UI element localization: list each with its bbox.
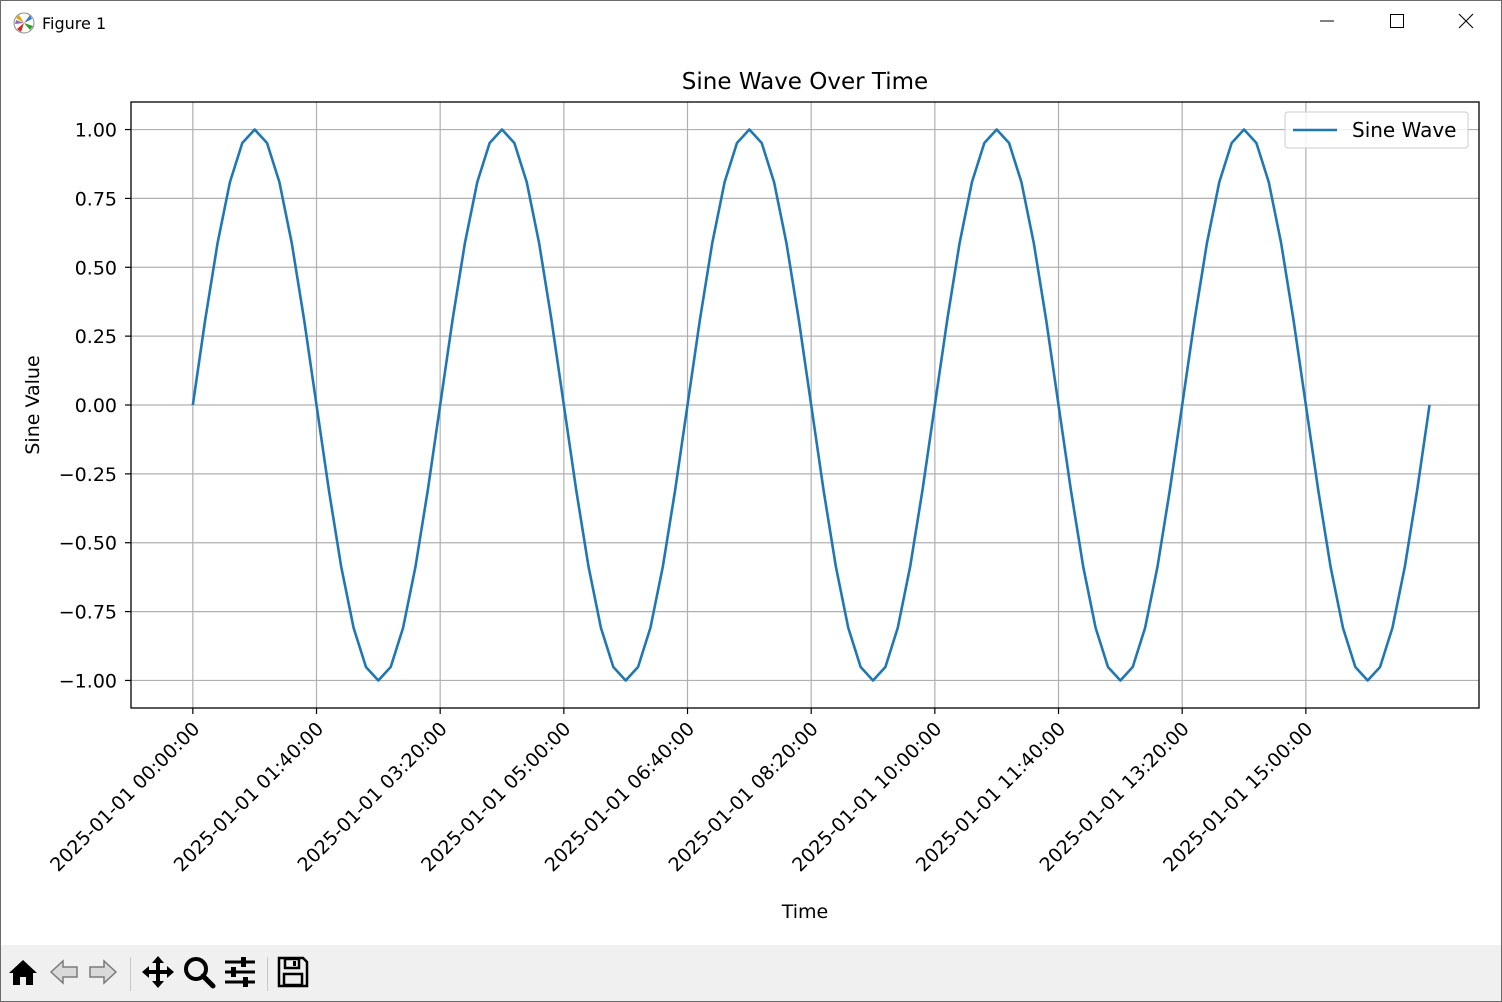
figure-canvas[interactable]: 1.00 0.75 0.50 0.25 0.00 −0.25 −0.50 −0.75 −1.00… — [1, 45, 1501, 945]
title-bar[interactable]: Figure 1 — [1, 1, 1501, 45]
minimize-button[interactable] — [1292, 1, 1362, 45]
matplotlib-icon — [12, 11, 36, 35]
minimize-icon — [1319, 13, 1335, 33]
legend-label: Sine Wave — [1352, 118, 1456, 142]
sliders-icon — [223, 955, 257, 993]
save-button[interactable] — [275, 956, 311, 992]
zoom-icon — [182, 955, 216, 993]
maximize-icon — [1389, 13, 1405, 33]
x-axis-label: Time — [781, 901, 829, 923]
back-arrow-icon — [48, 956, 80, 992]
close-icon — [1458, 13, 1474, 33]
move-icon — [141, 955, 175, 993]
home-button[interactable] — [5, 956, 41, 992]
line-chart: 1.00 0.75 0.50 0.25 0.00 −0.25 −0.50 −0.75 −1.00… — [22, 69, 1480, 923]
series-layer — [191, 128, 1431, 682]
navigation-toolbar — [1, 945, 1501, 1001]
legend-box — [1284, 111, 1469, 149]
y-tick-label: 0.50 — [75, 257, 117, 279]
chart-title: Sine Wave Over Time — [682, 69, 928, 95]
y-tick-label: −0.25 — [59, 464, 117, 486]
y-tick-label: 0.00 — [75, 395, 117, 417]
back-button[interactable] — [46, 956, 82, 992]
pan-button[interactable] — [140, 956, 176, 992]
grid — [131, 102, 1479, 708]
y-tick-label: −0.50 — [59, 533, 117, 555]
toolbar-separator — [130, 957, 131, 991]
y-tick-label: 0.75 — [75, 188, 117, 210]
y-axis: 1.00 0.75 0.50 0.25 0.00 −0.25 −0.50 −0.75 −1.00 — [59, 120, 131, 692]
y-axis-label: Sine Value — [22, 355, 44, 454]
y-tick-label: 0.25 — [75, 326, 117, 348]
forward-button[interactable] — [85, 956, 121, 992]
forward-arrow-icon — [87, 956, 119, 992]
toolbar-separator — [267, 957, 268, 991]
configure-subplots-button[interactable] — [222, 956, 258, 992]
maximize-button[interactable] — [1362, 1, 1432, 45]
save-icon — [277, 956, 309, 992]
legend: Sine Wave — [1284, 111, 1469, 149]
home-icon — [7, 956, 39, 992]
y-tick-label: 1.00 — [75, 120, 117, 142]
y-tick-label: −0.75 — [59, 602, 117, 624]
y-tick-label: −1.00 — [59, 670, 117, 692]
series-line-sine-wave — [191, 128, 1431, 682]
window-title: Figure 1 — [42, 14, 107, 33]
close-button[interactable] — [1431, 1, 1501, 45]
zoom-button[interactable] — [181, 956, 217, 992]
